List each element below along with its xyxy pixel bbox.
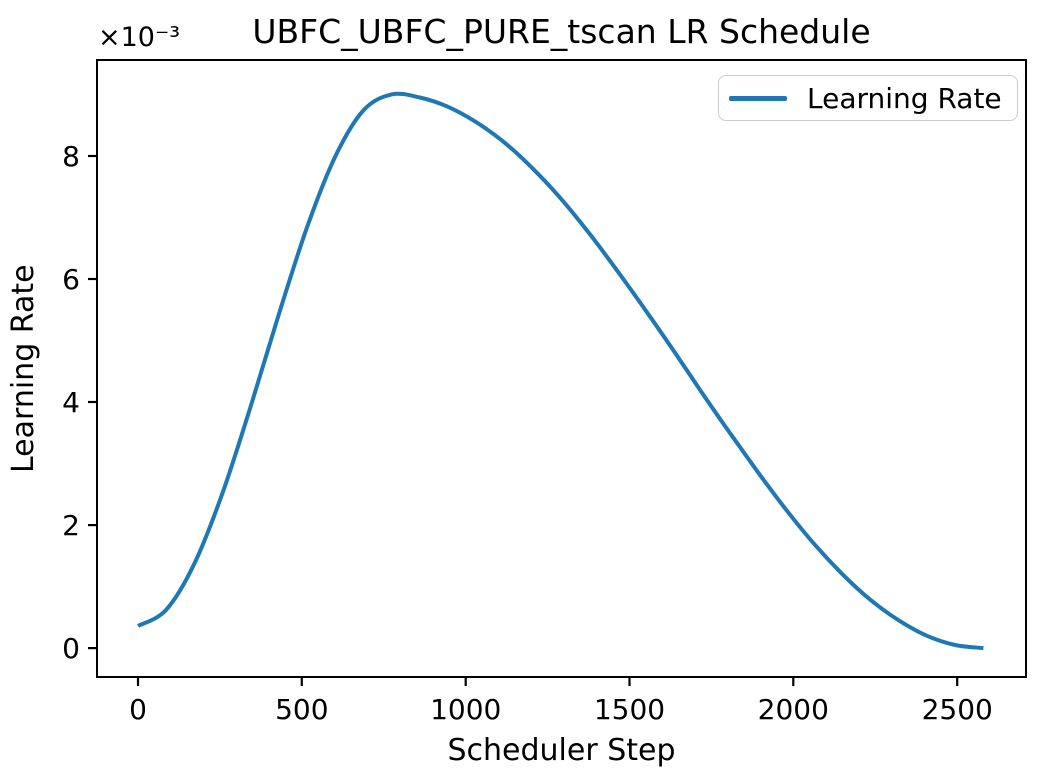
chart-title: UBFC_UBFC_PURE_tscan LR Schedule xyxy=(252,12,871,51)
y-tick-label: 4 xyxy=(62,386,80,419)
x-tick-label: 2500 xyxy=(922,693,993,726)
legend: Learning Rate xyxy=(718,75,1018,121)
x-tick-label: 500 xyxy=(275,693,328,726)
legend-label: Learning Rate xyxy=(807,81,1002,115)
y-axis-offset-text: ×10⁻³ xyxy=(98,22,181,53)
plot-border xyxy=(96,59,1027,678)
y-tick-label: 8 xyxy=(62,140,80,173)
y-tick-label: 0 xyxy=(62,632,80,665)
y-tick-label: 2 xyxy=(62,509,80,542)
learning-rate-curve xyxy=(137,91,984,651)
legend-line-sample xyxy=(729,95,787,101)
x-tick-label: 2000 xyxy=(758,693,829,726)
x-axis-label: Scheduler Step xyxy=(447,733,676,768)
y-axis-label: Learning Rate xyxy=(6,264,41,473)
x-tick-label: 1000 xyxy=(430,693,501,726)
x-tick-label: 1500 xyxy=(594,693,665,726)
y-tick-label: 6 xyxy=(62,263,80,296)
x-tick-label: 0 xyxy=(129,693,147,726)
